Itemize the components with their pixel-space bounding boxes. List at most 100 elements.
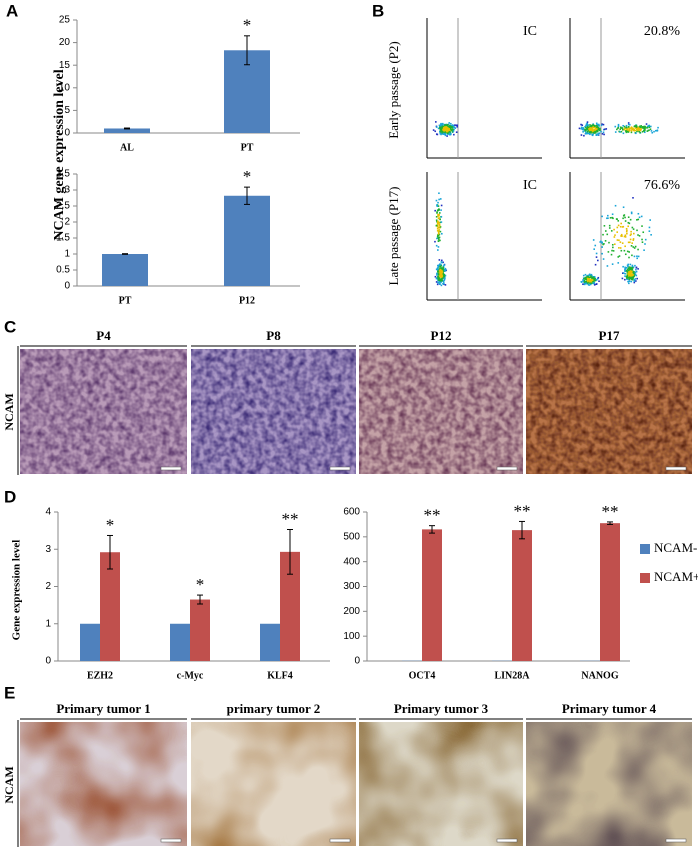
flow-event [631, 242, 634, 244]
column-label: P17 [599, 328, 620, 343]
flow-event [629, 127, 631, 130]
significance: * [196, 575, 205, 594]
flow-event [625, 124, 628, 127]
flow-event [628, 251, 631, 253]
flow-event [647, 129, 650, 132]
flow-event [638, 216, 641, 219]
flow-event [616, 231, 619, 233]
flow-event [446, 123, 449, 126]
flow-event [437, 277, 439, 280]
flow-event [436, 225, 439, 228]
flow-event [639, 125, 641, 128]
gate-label: IC [523, 24, 537, 39]
flow-event [618, 247, 620, 249]
flow-event [603, 225, 606, 227]
flow-event [635, 268, 637, 271]
flow-event [634, 245, 637, 248]
flow-event [647, 125, 649, 128]
y-tick-label: 25 [59, 15, 71, 26]
tissue-texture [20, 722, 187, 846]
flow-event [437, 213, 439, 216]
flow-event [588, 278, 591, 280]
flow-event [634, 125, 636, 127]
flow-event [446, 127, 449, 129]
flow-event [606, 233, 609, 236]
flow-event [611, 243, 614, 246]
flow-event [606, 217, 608, 220]
flow-event [439, 130, 441, 133]
flow-event [625, 227, 628, 230]
flow-event [632, 246, 635, 248]
flow-event [450, 122, 452, 125]
flow-event [584, 129, 587, 132]
bar [100, 552, 120, 661]
flow-event [435, 268, 438, 271]
flow-event [639, 129, 642, 131]
flow-event [592, 126, 594, 128]
column-label: P12 [431, 328, 452, 343]
flow-event [588, 131, 591, 133]
flow-event [624, 270, 626, 273]
flow-event [592, 123, 594, 125]
flow-event [435, 224, 438, 227]
significance: ** [424, 506, 441, 525]
scale-bar [160, 466, 182, 471]
flow-event [443, 269, 446, 271]
flow-event [594, 263, 597, 266]
flow-event [638, 126, 641, 129]
flow-event [438, 238, 440, 240]
flow-event [634, 264, 636, 267]
flow-event [624, 269, 626, 272]
flow-event [436, 237, 438, 240]
flow-event [439, 266, 442, 268]
flow-event [601, 215, 603, 218]
flow-event [439, 275, 442, 277]
flow-event [435, 244, 438, 247]
flow-event [444, 124, 446, 127]
flow-event [626, 271, 629, 273]
flow-event [439, 279, 441, 282]
flow-event [589, 133, 591, 136]
y-tick-label: 4 [45, 507, 51, 518]
flow-event [624, 278, 626, 281]
flow-event [595, 122, 598, 125]
flow-event [586, 121, 589, 123]
tissue-texture [359, 722, 523, 846]
column-label: Primary tumor 1 [56, 701, 150, 716]
bar [600, 523, 620, 661]
flow-event [437, 221, 439, 224]
flow-event [630, 127, 633, 129]
flow-event [632, 197, 634, 199]
flow-event [439, 226, 442, 228]
flow-event [623, 214, 626, 216]
flow-event [588, 273, 591, 276]
flow-event [603, 128, 605, 131]
y-tick-label: 500 [343, 531, 360, 542]
flow-event [590, 131, 592, 133]
flow-event [598, 127, 601, 130]
flow-event [589, 280, 592, 282]
flow-event [583, 283, 586, 286]
flow-event [611, 216, 614, 219]
flow-event [443, 269, 446, 272]
flow-event [645, 123, 648, 125]
flow-event [582, 283, 584, 286]
flow-event [440, 129, 442, 132]
flow-event [438, 226, 440, 229]
flow-event [611, 263, 614, 265]
flow-event [621, 235, 623, 237]
flow-event [627, 276, 629, 279]
flow-event [441, 269, 443, 272]
flow-event [438, 198, 440, 201]
flow-event [599, 129, 601, 132]
panel-label: A [6, 1, 18, 20]
flow-event [440, 274, 443, 277]
flow-event [592, 239, 595, 241]
flow-event [437, 240, 440, 243]
flow-event [436, 224, 439, 226]
scale-bar [160, 838, 182, 843]
flow-event [440, 259, 443, 262]
flow-event [650, 234, 652, 236]
flow-event [432, 129, 435, 131]
flow-event [585, 281, 588, 283]
